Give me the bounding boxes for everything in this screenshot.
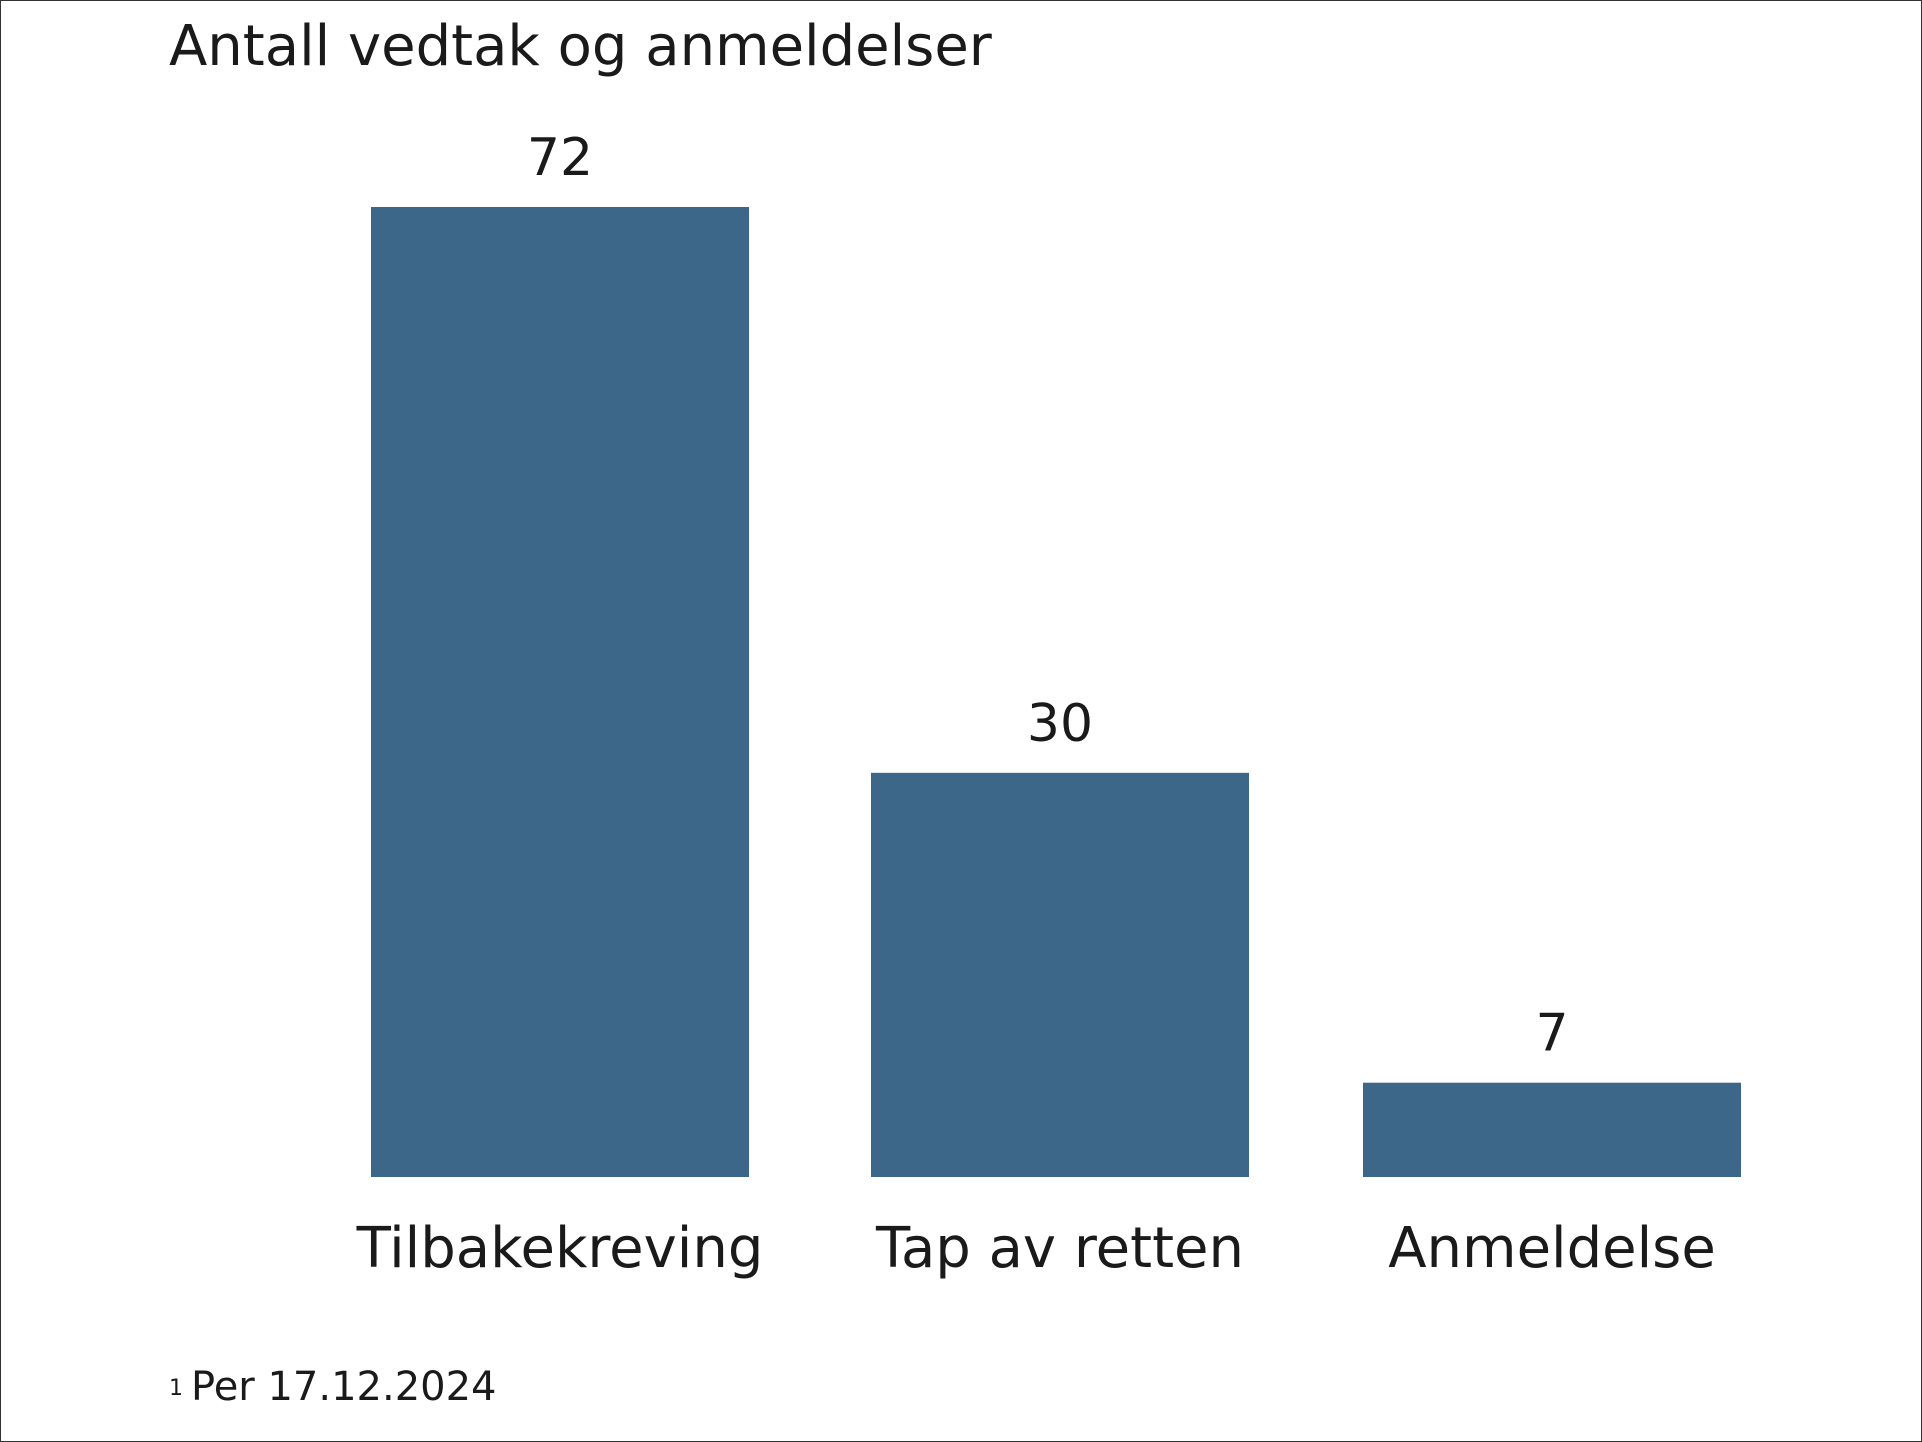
value-label-tilbakekreving: 72 [527,128,593,188]
footnote: 1 Per 17.12.2024 [169,1363,497,1411]
value-label-anmeldelse: 7 [1535,1004,1568,1064]
bar-anmeldelse [1363,1082,1741,1177]
category-label-tap-av-retten: Tap av retten [875,1216,1244,1281]
category-label-tilbakekreving: Tilbakekreving [356,1216,764,1281]
footnote-mark: 1 [169,1376,183,1401]
chart-title: Antall vedtak og anmeldelser [169,14,992,79]
category-labels-group: Tilbakekreving Tap av retten Anmeldelse [356,1216,1716,1281]
value-label-tap-av-retten: 30 [1027,694,1093,754]
footnote-text: Per 17.12.2024 [191,1364,497,1410]
category-label-anmeldelse: Anmeldelse [1388,1216,1716,1281]
bars-group [371,207,1741,1177]
bar-tilbakekreving [371,207,749,1177]
value-labels-group: 72 30 7 [527,128,1569,1064]
bar-tap-av-retten [871,772,1249,1177]
